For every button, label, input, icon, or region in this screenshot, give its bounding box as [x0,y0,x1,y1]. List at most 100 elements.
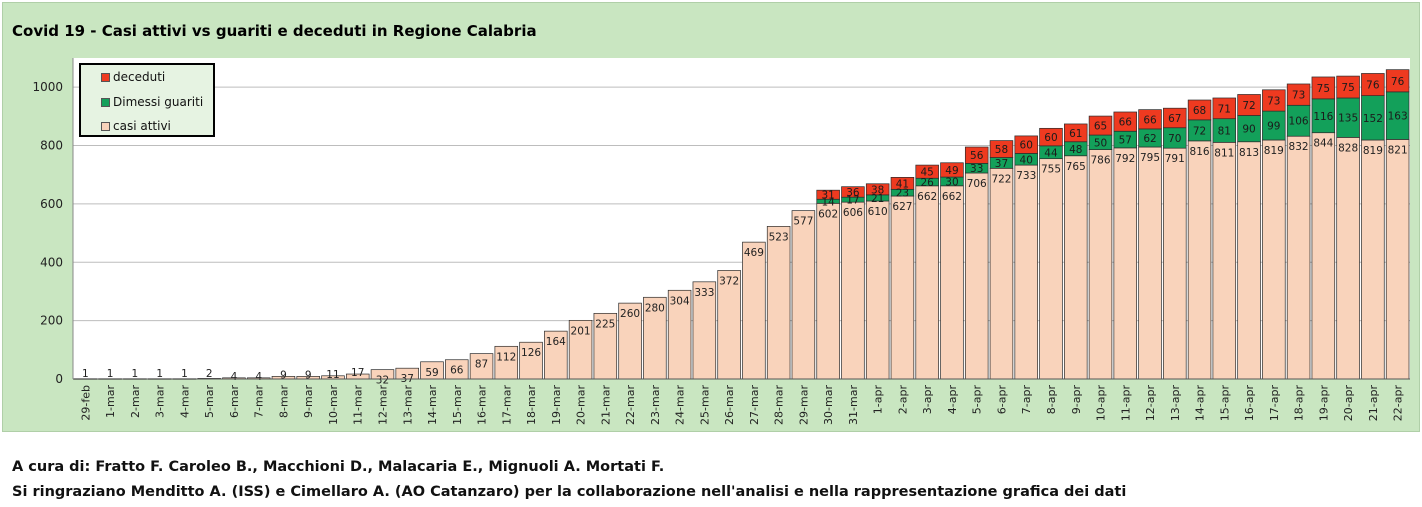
bar-casi-attivi [989,167,1014,380]
label-deceduti: 73 [1267,95,1280,107]
label-casi-attivi: 32 [376,375,389,387]
label-deceduti: 65 [1094,121,1107,133]
label-casi-attivi: 819 [1363,145,1383,157]
label-guariti: 72 [1193,125,1206,137]
x-tick-label: 20-apr [1342,385,1355,422]
label-deceduti: 41 [896,178,909,190]
chart-svg: 02004006008001000129-feb11-mar12-mar13-m… [32,58,1410,425]
label-guariti: 44 [1044,147,1058,159]
x-tick-label: 28-mar [773,385,786,425]
label-casi-attivi: 201 [571,325,591,337]
legend-swatch-guariti [101,97,110,107]
x-tick-label: 1-apr [872,385,885,415]
x-tick-label: 20-mar [575,385,588,425]
bar-casi-attivi [1163,147,1187,380]
bar-casi-attivi [1237,141,1261,380]
label-deceduti: 76 [1391,76,1405,88]
bar-deceduti [1187,99,1212,121]
plot-area [73,58,1410,379]
x-tick-label: 21-apr [1367,385,1380,422]
y-tick-label: 800 [40,139,63,153]
x-tick-label: 17-mar [500,385,513,425]
label-deceduti: 66 [1119,117,1133,129]
bar-deceduti [816,189,840,200]
bar-deceduti [1088,115,1113,136]
x-tick-label: 9-mar [302,385,315,418]
bar-deceduti [1212,97,1237,120]
bar-deceduti [1385,69,1410,93]
x-tick-label: 2-apr [896,385,909,415]
label-deceduti: 38 [871,184,884,196]
label-casi-attivi: 844 [1313,138,1333,150]
bar-casi-attivi [890,195,915,380]
x-tick-label: 22-apr [1392,385,1405,422]
x-tick-label: 3-mar [154,385,167,418]
bar-deceduti [1163,107,1187,129]
bar-casi-attivi [742,241,766,380]
legend-swatch-deceduti [101,72,110,82]
label-casi-attivi: 260 [620,308,640,320]
label-casi-attivi: 469 [744,247,764,259]
x-tick-label: 29-feb [79,385,92,421]
bar-casi-attivi [1187,140,1212,380]
x-tick-label: 21-mar [599,385,612,425]
x-tick-label: 4-mar [178,385,191,418]
label-guariti: 37 [995,158,1008,170]
label-casi-attivi: 1 [82,368,89,380]
bar-deceduti [841,186,865,198]
x-tick-label: 14-apr [1194,385,1207,422]
label-casi-attivi: 304 [670,295,690,307]
x-tick-label: 1-mar [104,385,117,418]
label-deceduti: 56 [970,150,984,162]
bar-casi-attivi [1113,147,1138,380]
label-guariti: 90 [1242,124,1255,136]
bar-deceduti [1113,111,1138,132]
label-casi-attivi: 4 [231,371,238,383]
x-tick-label: 18-apr [1293,385,1306,422]
label-guariti: 116 [1313,111,1333,123]
bar-casi-attivi [1385,139,1410,380]
label-casi-attivi: 662 [917,191,937,203]
label-guariti: 106 [1289,116,1309,128]
bar-deceduti [890,177,915,190]
bar-casi-attivi [915,185,939,380]
label-guariti: 30 [945,176,958,188]
label-casi-attivi: 523 [769,231,789,243]
label-guariti: 17 [846,195,859,207]
bar-deceduti [1237,94,1261,116]
label-deceduti: 49 [945,165,958,177]
x-tick-label: 2-mar [129,385,142,418]
bar-casi-attivi [964,172,989,380]
label-casi-attivi: 9 [280,369,287,381]
legend-item-deceduti: deceduti [101,70,165,84]
bar-casi-attivi [1064,155,1088,380]
x-tick-label: 15-apr [1218,385,1231,422]
label-casi-attivi: 126 [521,347,541,359]
x-tick-label: 19-apr [1317,385,1330,422]
label-casi-attivi: 372 [719,275,739,287]
bar-deceduti [1361,73,1385,96]
bar-casi-attivi [816,202,840,380]
x-tick-label: 30-mar [822,385,835,425]
label-casi-attivi: 164 [546,336,566,348]
x-tick-label: 3-apr [921,385,934,415]
label-casi-attivi: 606 [843,207,863,219]
label-deceduti: 60 [1044,132,1057,144]
label-casi-attivi: 4 [255,371,262,383]
x-tick-label: 19-mar [550,385,563,425]
label-casi-attivi: 1 [107,368,114,380]
x-tick-label: 9-apr [1070,385,1083,415]
label-deceduti: 72 [1242,100,1255,112]
x-tick-label: 5-apr [971,385,984,415]
bar-deceduti [915,164,939,179]
label-casi-attivi: 706 [967,178,987,190]
label-casi-attivi: 1 [132,368,139,380]
x-tick-label: 4-apr [946,385,959,415]
label-casi-attivi: 733 [1016,170,1036,182]
x-tick-label: 18-mar [525,385,538,425]
label-casi-attivi: 795 [1140,152,1160,164]
x-tick-label: 8-apr [1045,385,1058,415]
label-guariti: 33 [970,163,983,175]
label-guariti: 14 [821,196,835,208]
x-tick-label: 11-mar [352,385,365,425]
